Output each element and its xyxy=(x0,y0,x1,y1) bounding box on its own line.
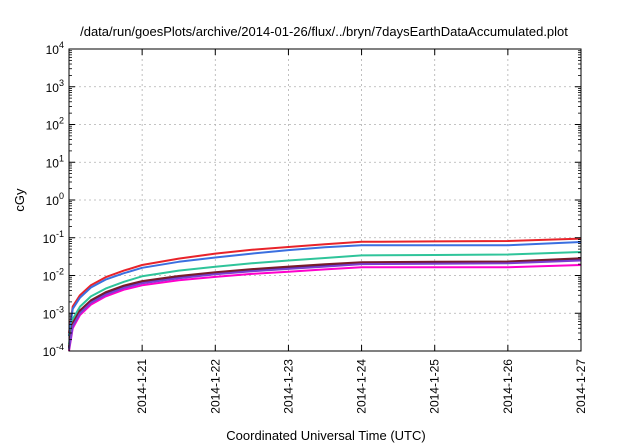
x-tick-label: 2014-1-23 xyxy=(281,359,295,414)
series-line-6 xyxy=(68,257,582,347)
x-tick-label: 2014-1-26 xyxy=(501,359,515,414)
plot-area xyxy=(68,237,582,352)
x-tick-label: 2014-1-24 xyxy=(355,359,369,414)
series-line-3 xyxy=(68,251,582,345)
series-line-7 xyxy=(68,259,582,350)
chart-title: /data/run/goesPlots/archive/2014-01-26/f… xyxy=(80,24,568,39)
y-tick-label: 10-2 xyxy=(43,267,64,284)
y-tick-label: 103 xyxy=(46,78,64,95)
x-tick-label: 2014-1-27 xyxy=(574,359,588,414)
y-tick-label: 100 xyxy=(46,191,64,208)
series-line-1 xyxy=(68,237,582,334)
y-tick-label: 102 xyxy=(46,116,64,133)
x-axis-label: Coordinated Universal Time (UTC) xyxy=(226,428,425,443)
y-tick-label: 10-1 xyxy=(43,229,64,246)
y-tick-label: 10-4 xyxy=(43,342,64,359)
axes: 10-4 10-3 10-2 10-1 100 101 102 103 104 2014-1-21… xyxy=(43,40,588,414)
series-line-4 xyxy=(68,264,582,352)
grid-lines xyxy=(69,49,581,351)
series-line-5 xyxy=(68,258,582,349)
y-axis-label: cGy xyxy=(12,188,27,212)
x-tick-label: 2014-1-21 xyxy=(135,359,149,414)
series-line-2 xyxy=(68,241,582,337)
x-tick-label: 2014-1-22 xyxy=(208,359,222,414)
y-tick-label: 101 xyxy=(46,153,64,170)
y-tick-label: 10-3 xyxy=(43,304,64,321)
y-tick-label: 104 xyxy=(46,40,64,57)
x-tick-label: 2014-1-25 xyxy=(428,359,442,414)
